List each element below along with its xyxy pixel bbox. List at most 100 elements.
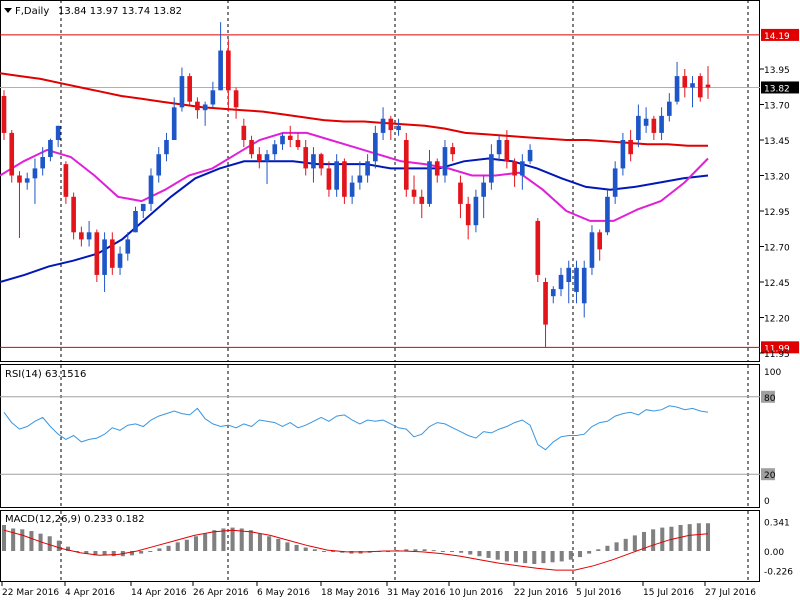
macd-histogram-bar: [257, 533, 263, 551]
candle-body: [651, 118, 657, 133]
macd-histogram-bar: [449, 551, 455, 552]
candle-body: [705, 84, 711, 88]
macd-histogram-bar: [84, 551, 89, 554]
time-axis-label: 22 Jun 2016: [514, 588, 568, 598]
time-axis-label: 5 Jul 2016: [576, 588, 621, 598]
candle-body: [187, 76, 192, 102]
macd-histogram-bar: [184, 539, 189, 551]
macd-histogram-bar: [440, 551, 445, 552]
macd-histogram-bar: [157, 548, 162, 551]
candle-body: [427, 161, 432, 204]
macd-histogram-bar: [504, 551, 509, 562]
level-price-label: 11.99: [764, 344, 790, 354]
macd-histogram-bar: [303, 547, 308, 551]
candle-body: [434, 161, 440, 176]
rsi-level-tag: [761, 468, 775, 481]
candle-body: [210, 90, 216, 105]
macd-histogram-bar: [47, 536, 52, 551]
macd-histogram-bar: [331, 551, 336, 552]
candle-body: [489, 154, 494, 183]
macd-pane-frame: [0, 510, 760, 582]
candle-body: [473, 196, 479, 226]
level-price-label: 14.19: [764, 32, 790, 42]
macd-histogram-bar: [285, 542, 290, 551]
candle-body: [682, 76, 688, 88]
candle-body: [195, 101, 200, 111]
macd-histogram-bar: [166, 545, 171, 551]
candle-body: [465, 203, 471, 226]
time-axis-label: 27 Jul 2016: [705, 588, 756, 598]
macd-histogram-bar: [486, 551, 491, 558]
macd-histogram-bar: [148, 551, 153, 552]
price-axis-label: 13.95: [764, 66, 790, 76]
candle-body: [403, 140, 409, 190]
macd-histogram-bar: [541, 551, 546, 564]
price-axis-label: 13.20: [764, 173, 790, 183]
rsi-level-tag: [761, 390, 775, 403]
candle-body: [504, 140, 510, 162]
candle-body: [311, 154, 316, 169]
candle-body: [380, 118, 386, 133]
macd-axis-label: -0.226: [764, 568, 793, 578]
sma_red-line: [0, 72, 708, 147]
rsi-line: [3, 405, 709, 451]
macd-histogram-bar: [404, 549, 409, 551]
candle-body: [1, 95, 7, 133]
candle-body: [574, 267, 579, 292]
candle-body: [148, 175, 154, 204]
current-price-tag: [761, 81, 799, 94]
level-price-tag: [761, 341, 799, 354]
macd-histogram-bar: [75, 551, 80, 552]
time-axis-label: 10 Jun 2016: [449, 588, 503, 598]
macd-histogram-bar: [111, 551, 116, 557]
candle-body: [94, 232, 100, 275]
candle-body: [550, 289, 556, 297]
time-axis-label: 22 Mar 2016: [2, 588, 59, 598]
macd-histogram-bar: [696, 523, 701, 551]
candle-body: [543, 282, 548, 325]
candle-body: [71, 196, 76, 233]
time-axis-label: 4 Apr 2016: [65, 588, 115, 598]
candle-body: [558, 274, 564, 290]
candle-body: [342, 161, 347, 197]
candle-body: [48, 140, 53, 158]
ohlc-values: 13.84 13.97 13.74 13.82: [58, 6, 182, 17]
candle-body: [117, 253, 123, 268]
candle-body: [365, 161, 370, 176]
price-axis-label: 11.95: [764, 350, 790, 360]
macd-histogram-bar: [550, 551, 555, 563]
candle-body: [17, 175, 22, 183]
candle-body: [496, 140, 502, 155]
macd-axis-label: 0.00: [764, 548, 784, 558]
time-axis-label: 14 Apr 2016: [131, 588, 187, 598]
macd-histogram-bar: [276, 538, 281, 551]
macd-histogram-bar: [605, 545, 610, 551]
candle-body: [442, 147, 448, 176]
macd-histogram-bar: [577, 551, 583, 558]
macd-histogram-bar: [56, 540, 61, 551]
macd-histogram-bar: [477, 551, 482, 557]
candle-body: [241, 125, 247, 140]
candle-body: [32, 168, 38, 179]
macd-histogram-bar: [29, 531, 34, 551]
macd-histogram-bar: [65, 546, 71, 551]
horizontal-levels: 14.19 11.99 13.82: [0, 28, 799, 354]
candle-body: [597, 232, 603, 250]
macd-histogram-bar: [678, 524, 683, 551]
candle-body: [535, 220, 541, 275]
candle-body: [458, 182, 463, 204]
macd-histogram-bar: [660, 527, 665, 551]
macd-histogram-bar: [139, 551, 144, 554]
candle-body: [388, 118, 394, 131]
candle-body: [636, 115, 641, 140]
macd-histogram-bar: [312, 549, 317, 551]
candle-body: [272, 144, 278, 155]
moving-averages: [0, 72, 709, 283]
collapse-triangle-icon[interactable]: [4, 8, 12, 13]
candle-body: [102, 239, 107, 275]
candle-body: [109, 239, 115, 268]
macd-histogram-bar: [523, 551, 528, 564]
rsi-axis-label: 0: [764, 497, 770, 507]
macd-histogram-bar: [705, 523, 711, 551]
